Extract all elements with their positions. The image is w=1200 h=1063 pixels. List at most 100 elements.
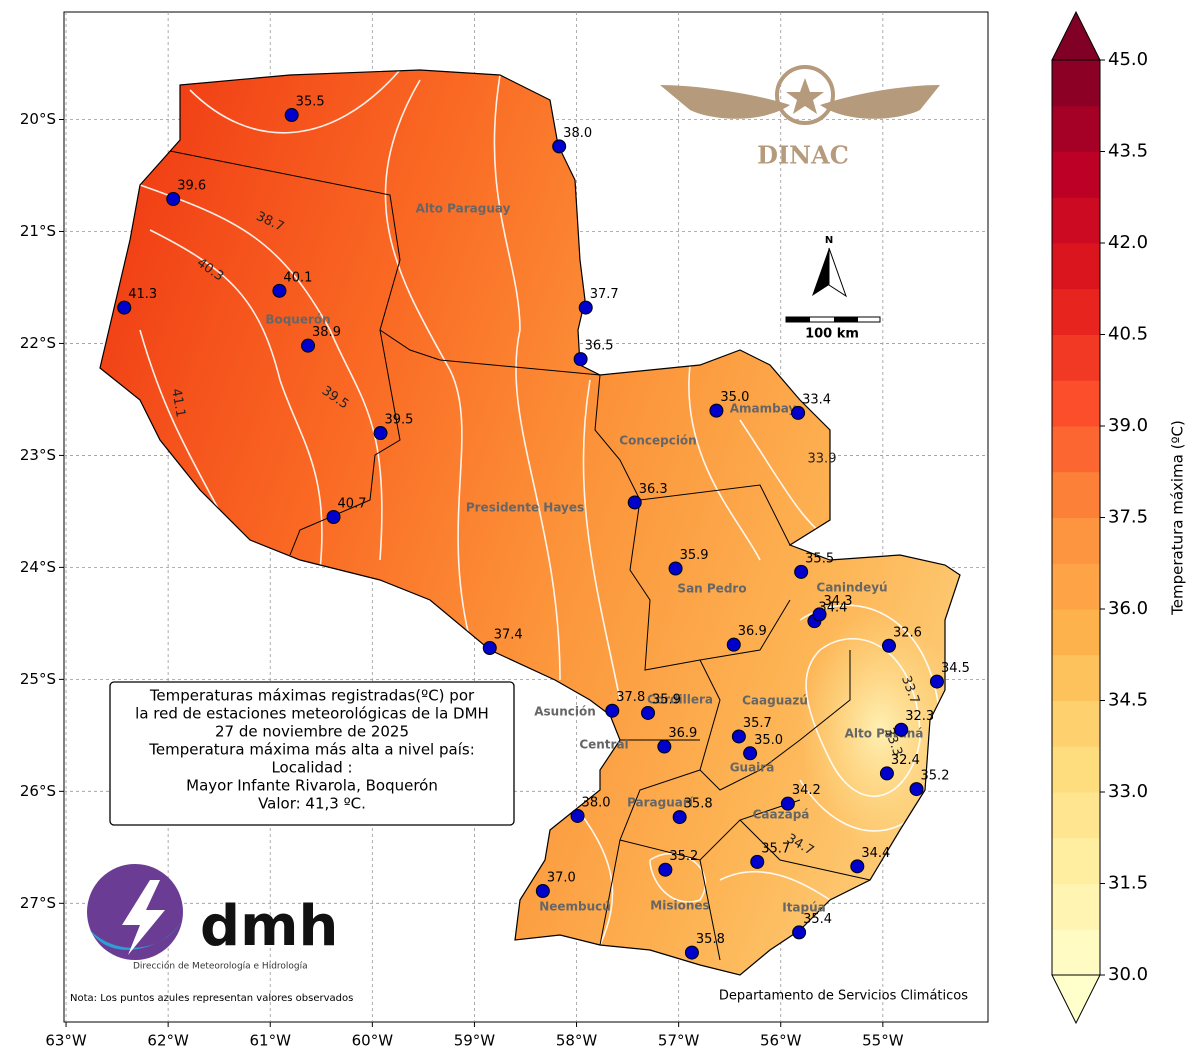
x-tick-label: 60°W [352,1032,394,1050]
info-line: Mayor Infante Rivarola, Boquerón [186,777,438,795]
department-label: Caazapá [753,808,810,822]
contour-label: 41.1 [168,387,188,418]
station-value: 35.2 [921,769,950,784]
x-tick-label: 55°W [862,1032,904,1050]
info-line: Localidad : [271,759,352,777]
station-value: 37.4 [494,628,523,643]
department-label: Presidente Hayes [466,501,584,515]
colorbar-band [1052,837,1100,884]
station-value: 35.4 [803,912,832,927]
station-value: 37.7 [590,287,619,302]
info-box: Temperaturas máximas registradas(ºC) por… [109,681,515,826]
station-marker [894,722,909,737]
station-marker [552,139,567,154]
y-tick-label: 27°S [20,894,56,912]
station-value: 34.4 [861,846,890,861]
info-line: la red de estaciones meteorológicas de l… [135,705,489,723]
info-line: Temperatura máxima más alta a nivel país… [148,741,475,759]
contour-label: 33.9 [808,452,837,467]
x-tick-label: 62°W [147,1032,189,1050]
station-marker [641,705,656,720]
station-value: 38.0 [582,795,611,810]
info-line: Temperaturas máximas registradas(ºC) por [149,687,475,705]
colorbar-tick-label: 43.5 [1108,141,1148,162]
station-value: 32.6 [893,625,922,640]
department-label: Amambay [730,402,797,416]
department-label: San Pedro [677,582,746,596]
info-line: Valor: 41,3 ºC. [258,795,366,813]
y-tick-label: 22°S [20,334,56,352]
dmh-text: dmh [200,894,338,959]
station-marker [658,862,673,877]
station-value: 34.3 [824,594,853,609]
station-marker [570,808,585,823]
station-value: 32.4 [891,753,920,768]
x-tick-label: 57°W [658,1032,700,1050]
station-marker [578,300,593,315]
colorbar-band [1052,883,1100,930]
station-marker [909,782,924,797]
station-marker [535,883,550,898]
department-labels: Alto Paraguay Boquerón Concepción Amamba… [265,202,923,915]
colorbar-tick-label: 36.0 [1108,598,1148,619]
colorbar-band [1052,563,1100,610]
colorbar-tick-label: 39.0 [1108,415,1148,436]
station-marker [850,859,865,874]
station-value: 35.0 [720,390,749,405]
colorbar-band [1052,334,1100,381]
station-value: 34.5 [941,661,970,676]
station-marker [881,638,896,653]
scale-bar: 100 km [785,316,881,342]
dinac-text: DINAC [757,141,849,170]
colorbar-tick-label: 30.0 [1108,964,1148,985]
station-value: 38.9 [312,325,341,340]
credit: Departamento de Servicios Climáticos [719,989,968,1004]
station-value: 39.6 [177,178,206,193]
department-label: Boquerón [265,313,330,327]
colorbar-band [1052,60,1100,107]
colorbar-band [1052,471,1100,518]
colorbar-tick-label: 31.5 [1108,873,1148,894]
station-value: 41.3 [128,287,157,302]
colorbar-band [1052,929,1100,976]
colorbar-band [1052,517,1100,564]
station-marker [272,283,287,298]
station-marker [794,564,809,579]
station-marker [731,729,746,744]
axis-labels: 63°W 62°W 61°W 60°W 59°W 58°W 57°W 56°W 55°W 20°S… [20,110,904,1050]
department-label: Paraguarí [627,796,694,810]
station-value: 35.7 [743,716,772,731]
station-value: 35.8 [684,797,713,812]
station-marker [166,191,181,206]
station-value: 32.3 [905,709,934,724]
x-tick-label: 61°W [250,1032,292,1050]
y-tick-label: 25°S [20,670,56,688]
colorbar-tick-label: 34.5 [1108,690,1148,711]
y-tick-label: 23°S [20,446,56,464]
colorbar-band [1052,288,1100,335]
department-label: Neembucú [539,900,611,914]
department-label: Alto Paraguay [416,202,511,216]
station-marker [684,945,699,960]
department-label: Guairá [730,761,775,775]
colorbar-tick-label: 42.0 [1108,232,1148,253]
station-value: 38.0 [563,126,592,141]
colorbar-band [1052,105,1100,152]
station-marker [812,607,827,622]
station-value: 40.1 [283,270,312,285]
station-value: 35.5 [296,95,325,110]
station-value: 35.8 [696,932,725,947]
station-marker [301,338,316,353]
x-tick-label: 58°W [556,1032,598,1050]
dinac-logo: DINAC [660,65,940,170]
colorbar-band [1052,746,1100,793]
y-tick-label: 26°S [20,782,56,800]
station-value: 39.5 [385,413,414,428]
colorbar-tick-label: 33.0 [1108,781,1148,802]
dmh-subtitle: Dirección de Meteorología e Hidrología [133,961,308,972]
colorbar-band [1052,197,1100,244]
colorbar-extend-max [1051,10,1101,61]
station-marker [672,810,687,825]
colorbar-band [1052,380,1100,427]
